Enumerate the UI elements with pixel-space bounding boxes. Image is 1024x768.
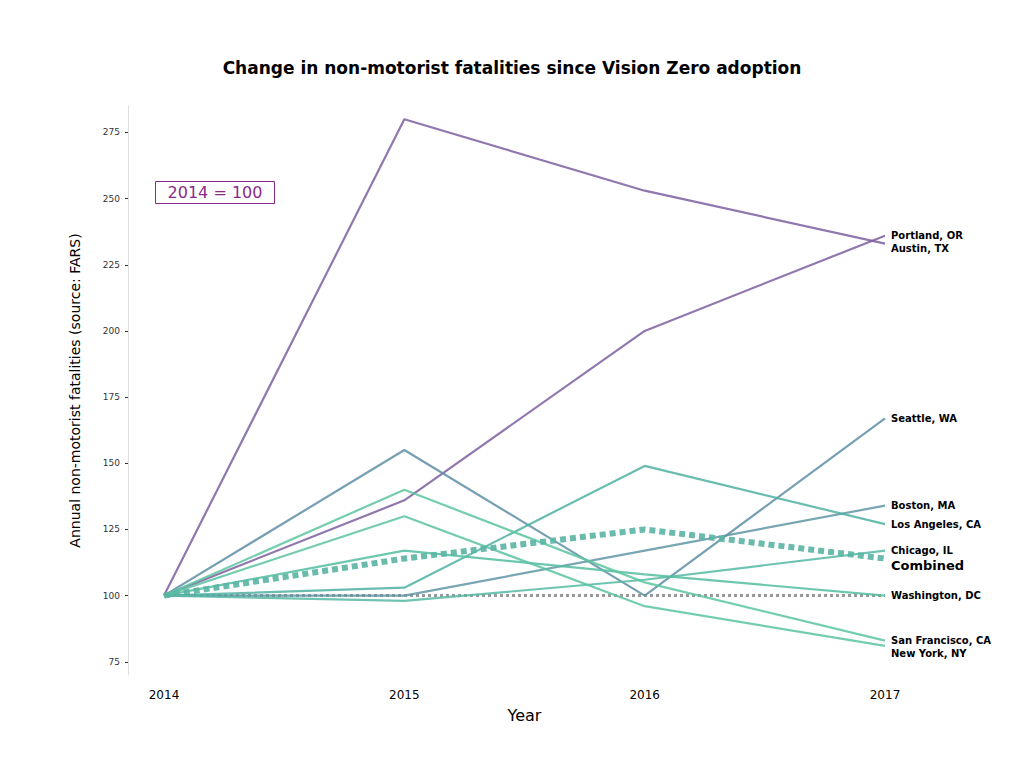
svg-text:200: 200 — [103, 326, 120, 336]
svg-text:2014 = 100: 2014 = 100 — [168, 183, 263, 202]
svg-text:2015: 2015 — [389, 688, 420, 702]
svg-text:275: 275 — [103, 127, 120, 137]
svg-text:Los Angeles, CA: Los Angeles, CA — [891, 519, 981, 530]
svg-text:San Francisco, CA: San Francisco, CA — [891, 635, 991, 646]
svg-text:Chicago, IL: Chicago, IL — [891, 545, 954, 556]
svg-text:150: 150 — [103, 458, 120, 468]
svg-text:Year: Year — [507, 706, 542, 725]
svg-text:Washington, DC: Washington, DC — [891, 590, 981, 601]
svg-text:Annual non-motorist fatalities: Annual non-motorist fatalities (source: … — [67, 233, 83, 547]
svg-text:2017: 2017 — [870, 688, 901, 702]
svg-text:Austin, TX: Austin, TX — [891, 243, 949, 254]
svg-text:Combined: Combined — [891, 558, 964, 573]
svg-text:125: 125 — [103, 524, 120, 534]
svg-text:250: 250 — [103, 194, 120, 204]
svg-text:100: 100 — [103, 591, 120, 601]
svg-text:New York, NY: New York, NY — [891, 648, 967, 659]
svg-text:2014: 2014 — [149, 688, 180, 702]
svg-text:Change in non-motorist fatalit: Change in non-motorist fatalities since … — [223, 58, 802, 78]
svg-text:Portland, OR: Portland, OR — [891, 230, 963, 241]
svg-text:225: 225 — [103, 260, 120, 270]
svg-text:75: 75 — [109, 657, 120, 667]
svg-text:Seattle, WA: Seattle, WA — [891, 413, 957, 424]
svg-text:2016: 2016 — [629, 688, 660, 702]
svg-text:Boston, MA: Boston, MA — [891, 500, 955, 511]
svg-text:175: 175 — [103, 392, 120, 402]
